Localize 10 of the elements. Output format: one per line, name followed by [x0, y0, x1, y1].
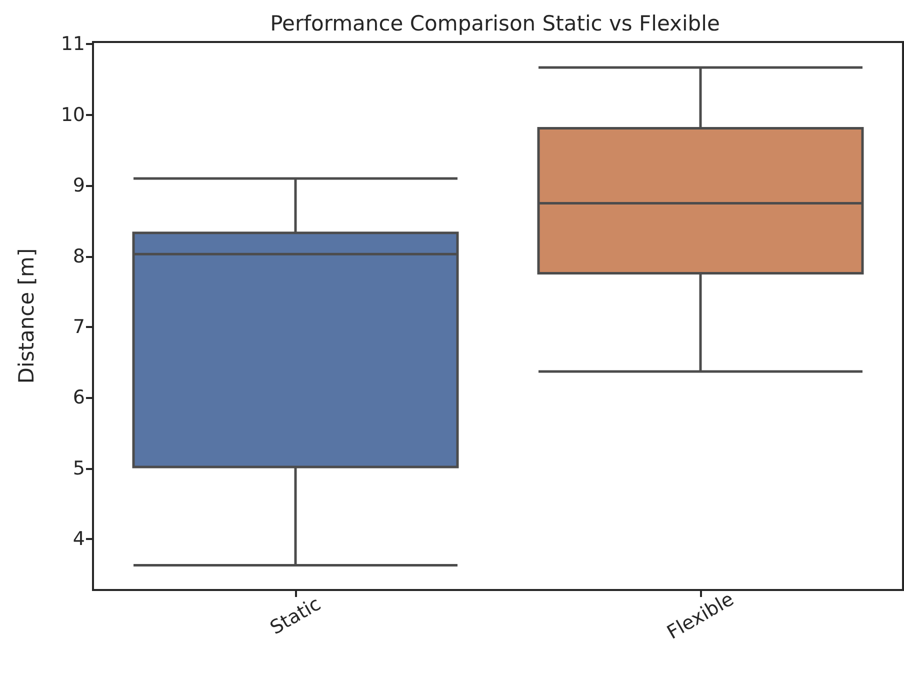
y-tick-label: 5 — [72, 457, 85, 480]
y-tick-label: 9 — [72, 174, 85, 197]
y-tick-label: 10 — [60, 104, 85, 126]
chart-title: Performance Comparison Static vs Flexible — [270, 12, 720, 36]
y-tick-label: 8 — [72, 245, 85, 268]
y-tick-label: 7 — [72, 316, 85, 338]
y-tick-label: 4 — [72, 528, 85, 550]
y-axis-title: Distance [m] — [14, 248, 38, 384]
y-tick-label: 6 — [72, 386, 85, 409]
y-tick-label: 11 — [60, 33, 85, 56]
